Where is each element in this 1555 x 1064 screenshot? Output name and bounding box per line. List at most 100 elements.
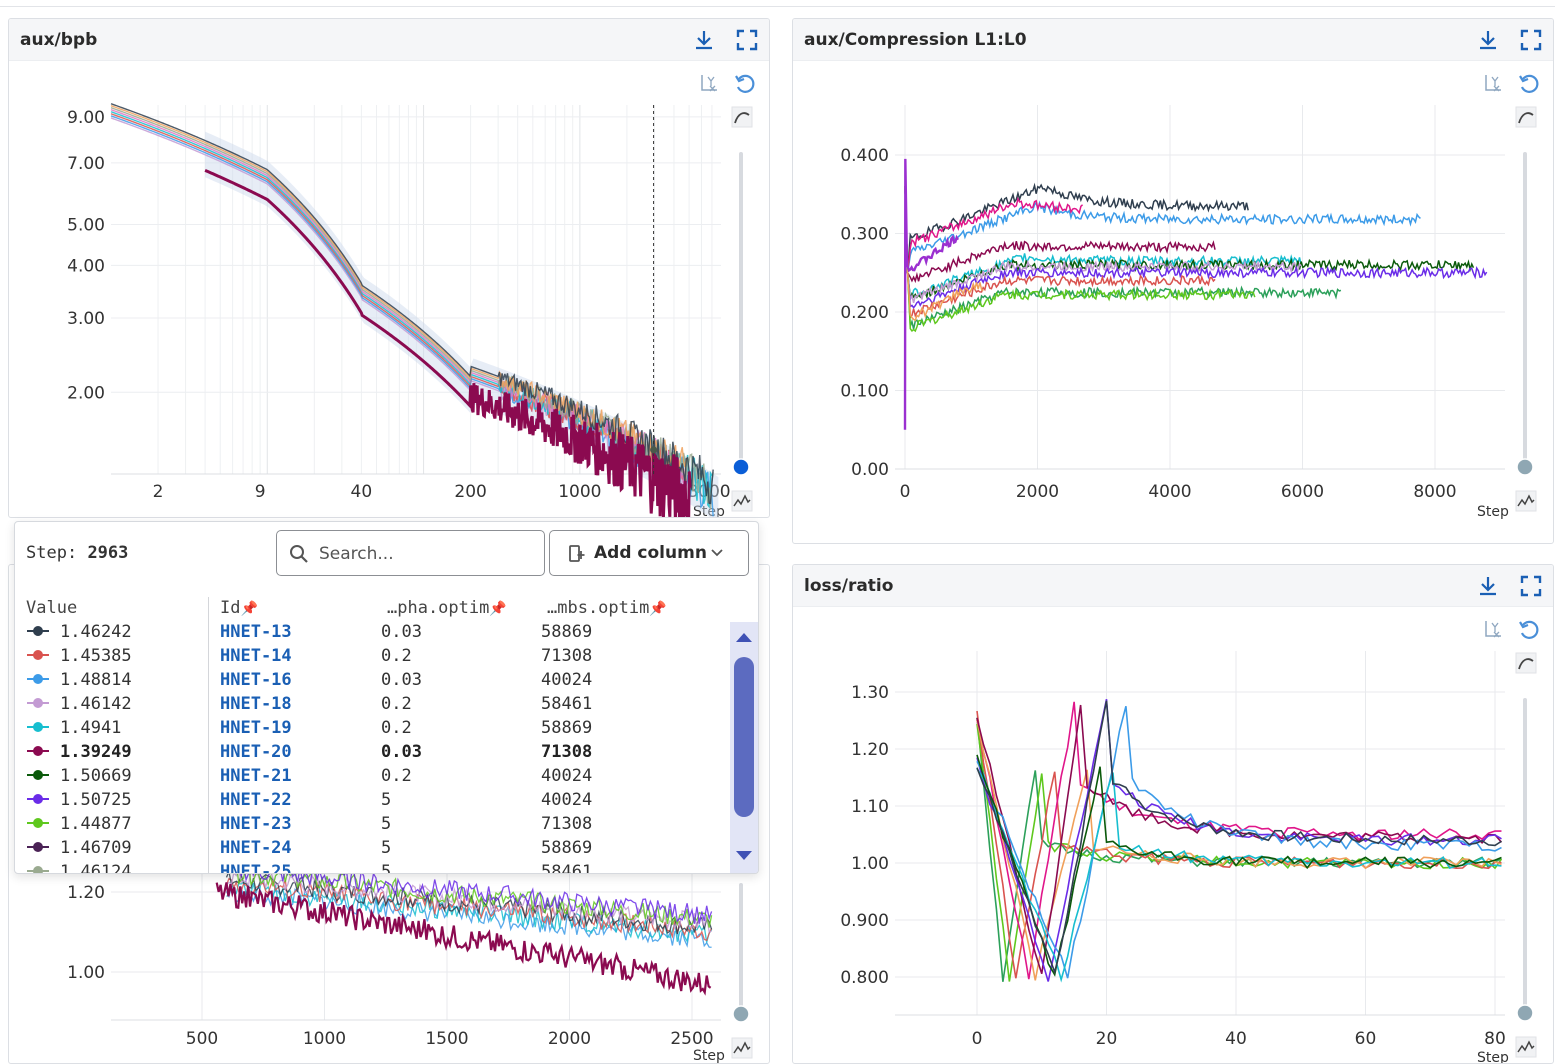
tooltip-row[interactable]: 1.48814 HNET-16 0.03 40024: [15, 668, 730, 692]
axis-zoom-icon[interactable]: [699, 73, 719, 93]
tooltip-row[interactable]: 1.4941 HNET-19 0.2 58869: [15, 716, 730, 740]
chevron-down-icon: [711, 549, 723, 557]
series-line: [904, 186, 1488, 309]
fullscreen-icon[interactable]: [735, 28, 759, 52]
reset-icon[interactable]: [1519, 620, 1539, 639]
smoothing-slider-handle[interactable]: [732, 1005, 750, 1023]
chart-bpb[interactable]: 9.007.005.004.003.002.002 9 40 200 1000 8000S…: [9, 19, 770, 518]
column-header-value[interactable]: Value: [26, 598, 78, 618]
tooltip-row[interactable]: 1.46242 HNET-13 0.03 58869: [15, 620, 730, 644]
download-icon[interactable]: [692, 28, 716, 52]
step-label: Step: 2963: [26, 543, 128, 563]
axis-zoom-icon[interactable]: [1483, 73, 1503, 93]
row-run-id-link[interactable]: HNET-18: [220, 694, 292, 714]
smoothing-icon[interactable]: [731, 106, 753, 128]
column-header-mbs[interactable]: …mbs.optim📌: [547, 598, 667, 618]
x-axis-label: Step: [1477, 1050, 1509, 1064]
download-icon[interactable]: [1476, 574, 1500, 598]
row-mbs-optim: 58869: [541, 838, 593, 858]
series-line: [904, 186, 1256, 333]
row-value: 1.46142: [60, 694, 132, 714]
series-line: [976, 706, 1502, 979]
x-tick-label: 2: [153, 482, 164, 502]
row-run-id-link[interactable]: HNET-22: [220, 790, 292, 810]
scroll-down-icon[interactable]: [734, 849, 754, 863]
x-axis-label: Step: [693, 1048, 725, 1064]
panel-title: aux/bpb: [20, 30, 98, 50]
raw-data-icon[interactable]: [1515, 490, 1537, 512]
row-run-id-link[interactable]: HNET-25: [220, 862, 292, 874]
series-line: [110, 103, 714, 505]
y-tick-label: 1.20: [67, 883, 105, 903]
pin-icon[interactable]: 📌: [649, 601, 667, 617]
pin-icon[interactable]: 📌: [489, 601, 507, 617]
pin-icon[interactable]: 📌: [240, 601, 258, 617]
tooltip-row[interactable]: 1.50725 HNET-22 5 40024: [15, 788, 730, 812]
row-run-id-link[interactable]: HNET-24: [220, 838, 292, 858]
tooltip-rows: 1.46242 HNET-13 0.03 58869 1.45385 HNET-14 0.2…: [15, 620, 730, 874]
y-tick-label: 0.900: [840, 911, 889, 931]
reset-icon[interactable]: [735, 74, 755, 93]
tooltip-row[interactable]: 1.44877 HNET-23 5 71308: [15, 812, 730, 836]
y-tick-label: 5.00: [67, 215, 105, 235]
row-run-id-link[interactable]: HNET-20: [220, 742, 292, 762]
column-header-id[interactable]: Id📌: [220, 598, 258, 618]
raw-data-icon[interactable]: [731, 1037, 753, 1059]
series-line: [976, 700, 1502, 975]
axis-zoom-icon[interactable]: [1483, 619, 1503, 639]
series-line: [903, 158, 960, 430]
row-run-id-link[interactable]: HNET-14: [220, 646, 292, 666]
row-mbs-optim: 71308: [541, 646, 593, 666]
smoothing-icon[interactable]: [1515, 652, 1537, 674]
download-icon[interactable]: [1476, 28, 1500, 52]
series-line: [976, 701, 1502, 980]
fullscreen-icon[interactable]: [1519, 28, 1543, 52]
row-run-id-link[interactable]: HNET-16: [220, 670, 292, 690]
panel-aux-compression: aux/Compression L1:L0 0.400 0.300 0.200 0.1…: [792, 18, 1554, 544]
panel-header: loss/ratio: [793, 565, 1553, 607]
y-tick-label: 4.00: [67, 256, 105, 276]
row-alpha-optim: 0.2: [381, 766, 412, 786]
scrollbar-thumb[interactable]: [734, 657, 754, 817]
row-run-id-link[interactable]: HNET-21: [220, 766, 292, 786]
scroll-up-icon[interactable]: [734, 630, 754, 644]
smoothing-slider-handle[interactable]: [732, 458, 750, 476]
tooltip-row[interactable]: 1.46709 HNET-24 5 58869: [15, 836, 730, 860]
tooltip-row[interactable]: 1.50669 HNET-21 0.2 40024: [15, 764, 730, 788]
row-value: 1.45385: [60, 646, 132, 666]
chart-compression[interactable]: 0.400 0.300 0.200 0.100 0.00 0 2000 4000 6000 800…: [793, 19, 1554, 544]
series-line: [976, 698, 1502, 982]
reset-icon[interactable]: [1519, 74, 1539, 93]
raw-data-icon[interactable]: [1515, 1036, 1537, 1058]
series-marker-icon: [27, 818, 49, 828]
series-line: [904, 186, 984, 322]
smoothing-slider-handle[interactable]: [1516, 1004, 1534, 1022]
tooltip-row[interactable]: 1.45385 HNET-14 0.2 71308: [15, 644, 730, 668]
tooltip-row[interactable]: 1.46124 HNET-25 5 58461: [15, 860, 730, 874]
smoothing-slider-handle[interactable]: [1516, 458, 1534, 476]
x-tick-label: 200: [454, 482, 486, 502]
fullscreen-icon[interactable]: [1519, 574, 1543, 598]
tooltip-row[interactable]: 1.46142 HNET-18 0.2 58461: [15, 692, 730, 716]
smoothing-icon[interactable]: [1515, 106, 1537, 128]
row-run-id-link[interactable]: HNET-23: [220, 814, 292, 834]
x-tick-label: 80: [1484, 1029, 1506, 1049]
x-tick-label: 500: [186, 1029, 218, 1049]
x-tick-label: 8000: [1413, 482, 1456, 502]
row-alpha-optim: 0.2: [381, 718, 412, 738]
series-line: [976, 710, 1502, 979]
search-input[interactable]: [319, 542, 534, 566]
raw-data-icon[interactable]: [731, 490, 753, 512]
series-line: [976, 723, 1503, 982]
row-run-id-link[interactable]: HNET-13: [220, 622, 292, 642]
y-tick-label: 1.10: [851, 797, 889, 817]
column-header-alpha[interactable]: …pha.optim📌: [387, 598, 507, 618]
series-line: [226, 867, 712, 933]
add-column-button[interactable]: Add column: [549, 530, 749, 576]
step-value: 2963: [87, 543, 129, 563]
row-run-id-link[interactable]: HNET-19: [220, 718, 292, 738]
tooltip-row[interactable]: 1.39249 HNET-20 0.03 71308: [15, 740, 730, 764]
search-box[interactable]: [276, 530, 545, 576]
